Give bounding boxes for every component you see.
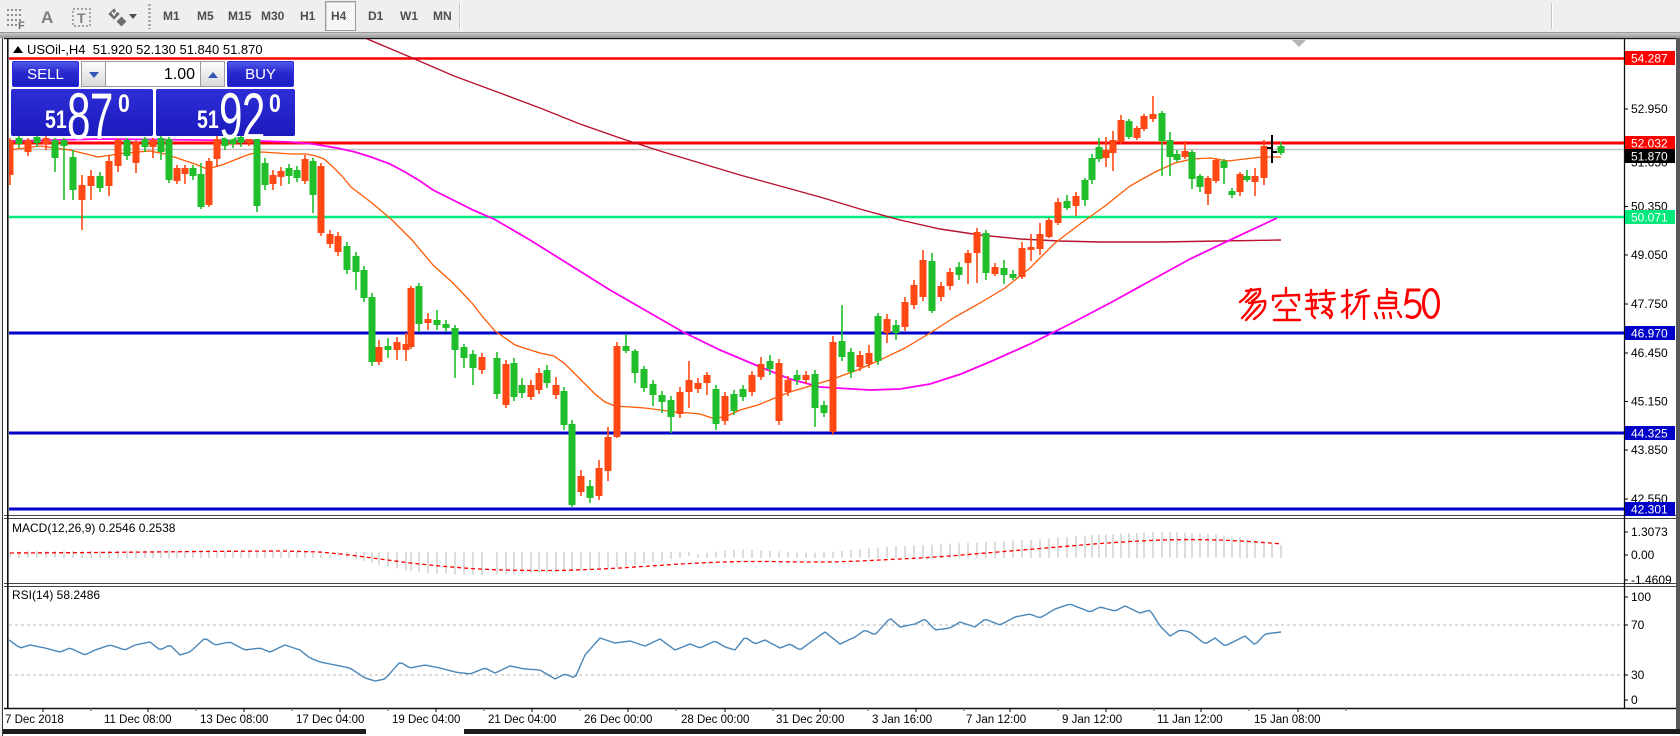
svg-text:45.150: 45.150 xyxy=(1631,395,1668,409)
svg-text:7 Dec 2018: 7 Dec 2018 xyxy=(5,714,64,726)
svg-text:46.970: 46.970 xyxy=(1631,327,1668,341)
svg-text:13 Dec 08:00: 13 Dec 08:00 xyxy=(200,714,268,726)
svg-text:15 Jan 08:00: 15 Jan 08:00 xyxy=(1254,714,1321,726)
svg-text:T: T xyxy=(77,10,86,26)
svg-text:3 Jan 16:00: 3 Jan 16:00 xyxy=(872,714,932,726)
svg-text:0.00: 0.00 xyxy=(1631,548,1655,562)
svg-text:42.301: 42.301 xyxy=(1631,503,1668,517)
svg-text:7 Jan 12:00: 7 Jan 12:00 xyxy=(966,714,1026,726)
svg-text:11 Dec 08:00: 11 Dec 08:00 xyxy=(104,714,172,726)
svg-text:49.050: 49.050 xyxy=(1631,248,1668,262)
svg-text:-1.4609: -1.4609 xyxy=(1631,573,1672,587)
svg-text:100: 100 xyxy=(1631,590,1651,604)
svg-text:11 Jan 12:00: 11 Jan 12:00 xyxy=(1157,714,1223,726)
svg-text:44.325: 44.325 xyxy=(1631,427,1668,441)
svg-text:28 Dec 00:00: 28 Dec 00:00 xyxy=(681,714,749,726)
svg-text:MACD(12,26,9) 0.2546 0.2538: MACD(12,26,9) 0.2546 0.2538 xyxy=(12,521,176,535)
svg-text:43.850: 43.850 xyxy=(1631,443,1668,457)
svg-text:70: 70 xyxy=(1631,618,1645,632)
svg-text:RSI(14) 58.2486: RSI(14) 58.2486 xyxy=(12,588,100,602)
svg-text:0: 0 xyxy=(1631,693,1638,707)
svg-text:A: A xyxy=(41,8,53,27)
svg-text:21 Dec 04:00: 21 Dec 04:00 xyxy=(488,714,556,726)
svg-text:19 Dec 04:00: 19 Dec 04:00 xyxy=(392,714,460,726)
svg-text:50.071: 50.071 xyxy=(1631,211,1668,225)
svg-text:51.870: 51.870 xyxy=(1631,150,1668,164)
svg-text:30: 30 xyxy=(1631,668,1645,682)
svg-text:52.950: 52.950 xyxy=(1631,102,1668,116)
svg-text:46.450: 46.450 xyxy=(1631,346,1668,360)
svg-text:9 Jan 12:00: 9 Jan 12:00 xyxy=(1062,714,1122,726)
svg-text:31 Dec 20:00: 31 Dec 20:00 xyxy=(776,714,844,726)
svg-text:1.3073: 1.3073 xyxy=(1631,525,1668,539)
svg-text:54.287: 54.287 xyxy=(1631,52,1668,66)
svg-text:17 Dec 04:00: 17 Dec 04:00 xyxy=(296,714,364,726)
svg-text:26 Dec 00:00: 26 Dec 00:00 xyxy=(584,714,652,726)
svg-text:52.032: 52.032 xyxy=(1631,137,1668,151)
svg-text:F: F xyxy=(18,20,25,32)
svg-text:47.750: 47.750 xyxy=(1631,297,1668,311)
